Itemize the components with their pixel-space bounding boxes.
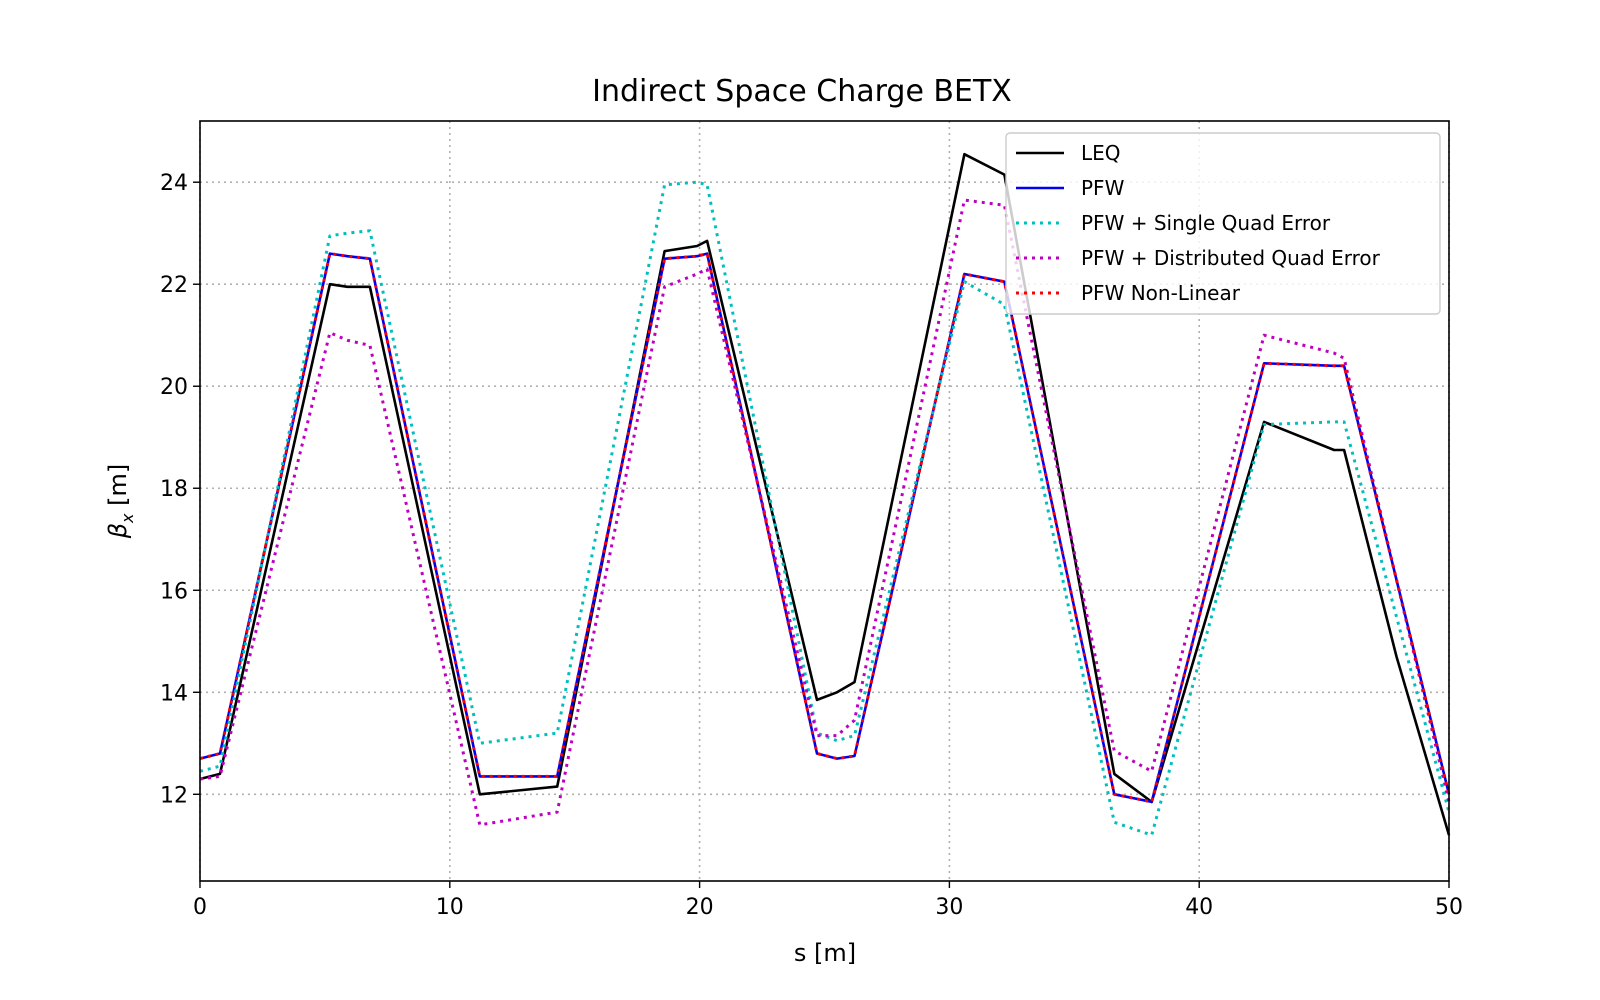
y-tick-label: 12	[160, 783, 188, 808]
x-tick-label: 20	[686, 895, 714, 920]
y-axis-label-symbol: β	[104, 523, 132, 539]
x-tick-label: 40	[1185, 895, 1213, 920]
y-axis-label-unit: [m]	[104, 464, 132, 514]
x-axis-label: s [m]	[794, 939, 856, 967]
legend-label: PFW + Distributed Quad Error	[1081, 246, 1381, 270]
legend-label: PFW Non-Linear	[1081, 281, 1241, 305]
y-tick-label: 16	[160, 579, 188, 604]
y-tick-label: 22	[160, 273, 188, 298]
x-tick-label: 30	[935, 895, 963, 920]
y-tick-label: 18	[160, 477, 188, 502]
legend-label: PFW	[1081, 176, 1125, 200]
legend: LEQ PFW PFW + Single Quad Error PFW + Distr…	[1006, 133, 1440, 314]
legend-label: LEQ	[1081, 141, 1121, 165]
y-tick-label: 24	[160, 171, 188, 196]
y-axis-label-subscript: x	[118, 513, 137, 524]
x-tick-label: 10	[436, 895, 464, 920]
y-tick-label: 20	[160, 375, 188, 400]
x-tick-label: 50	[1435, 895, 1463, 920]
chart-title: Indirect Space Charge BETX	[592, 74, 1012, 109]
y-tick-label: 14	[160, 681, 188, 706]
legend-label: PFW + Single Quad Error	[1081, 211, 1331, 235]
x-tick-label: 0	[193, 895, 207, 920]
